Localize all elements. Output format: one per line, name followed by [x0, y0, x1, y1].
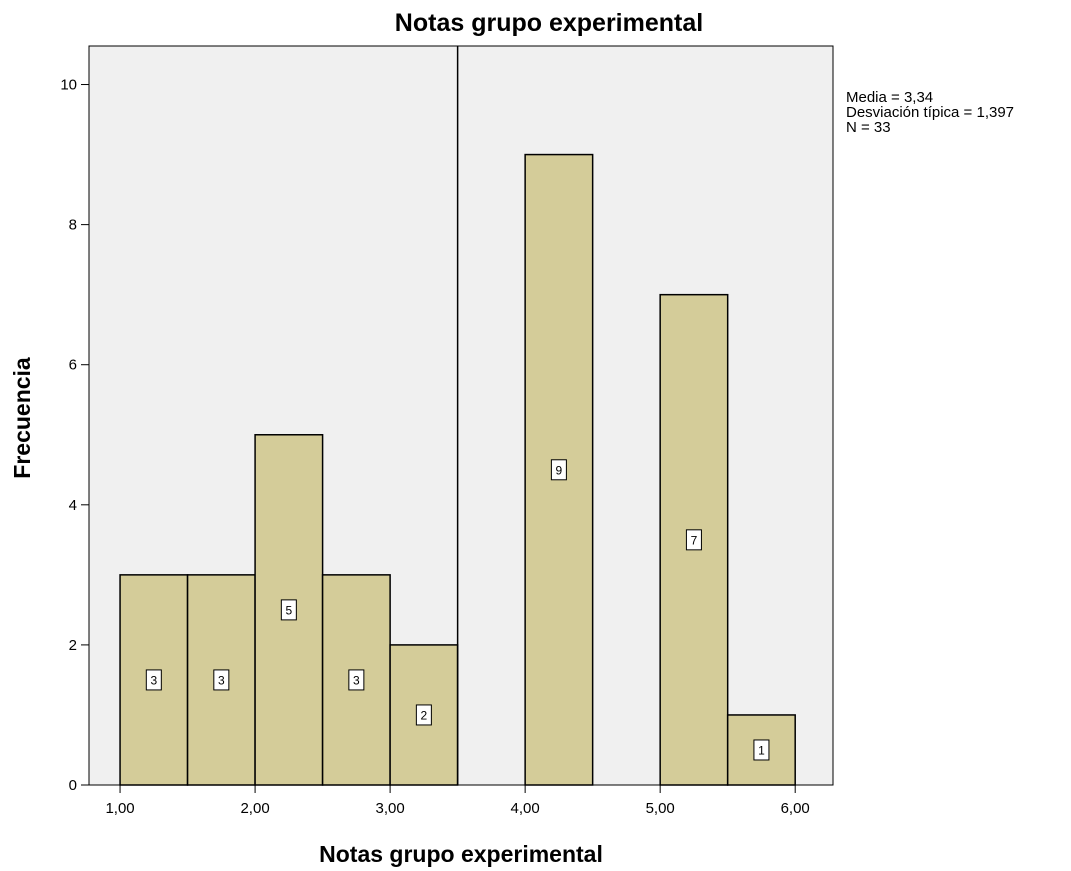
y-tick-label: 6	[69, 357, 77, 374]
data-label-box	[213, 669, 230, 691]
x-tick-label: 4,00	[511, 800, 540, 817]
data-label: 1	[758, 743, 765, 757]
data-label-box	[753, 739, 770, 761]
data-label-box	[280, 599, 297, 621]
data-label: 5	[285, 603, 292, 617]
y-tick-label: 8	[69, 217, 77, 234]
chart-title: Notas grupo experimental	[395, 9, 703, 37]
data-label-box	[685, 529, 702, 551]
y-tick-label: 4	[69, 497, 77, 514]
stats-line: N = 33	[846, 119, 891, 136]
plot-frame	[88, 45, 834, 786]
x-axis-title: Notas grupo experimental	[319, 841, 603, 867]
y-tick-label: 2	[69, 637, 77, 654]
data-label: 7	[691, 533, 698, 547]
data-label-box	[145, 669, 162, 691]
data-label-box	[550, 459, 567, 481]
data-label: 2	[421, 708, 428, 722]
x-tick-label: 1,00	[105, 800, 134, 817]
data-label-box	[348, 669, 365, 691]
data-label: 9	[556, 463, 563, 477]
x-tick-label: 3,00	[376, 800, 405, 817]
y-axis-title: Frecuencia	[9, 357, 35, 479]
x-tick-label: 2,00	[240, 800, 269, 817]
y-tick-label: 10	[60, 77, 77, 94]
data-label: 3	[218, 673, 225, 687]
y-tick-label: 0	[69, 777, 77, 794]
x-tick-label: 5,00	[646, 800, 675, 817]
x-tick-label: 6,00	[781, 800, 810, 817]
data-labels-layer: 3 3 5 3 2 9 7 1	[145, 459, 770, 761]
stats-line: Desviación típica = 1,397	[846, 104, 1014, 121]
y-axis: 0 2 4 6 8 10	[60, 77, 89, 794]
data-label: 3	[150, 673, 157, 687]
data-label: 3	[353, 673, 360, 687]
data-label-box	[415, 704, 432, 726]
x-axis: 1,00 2,00 3,00 4,00 5,00 6,00	[105, 785, 810, 817]
stats-line: Media = 3,34	[846, 89, 933, 106]
